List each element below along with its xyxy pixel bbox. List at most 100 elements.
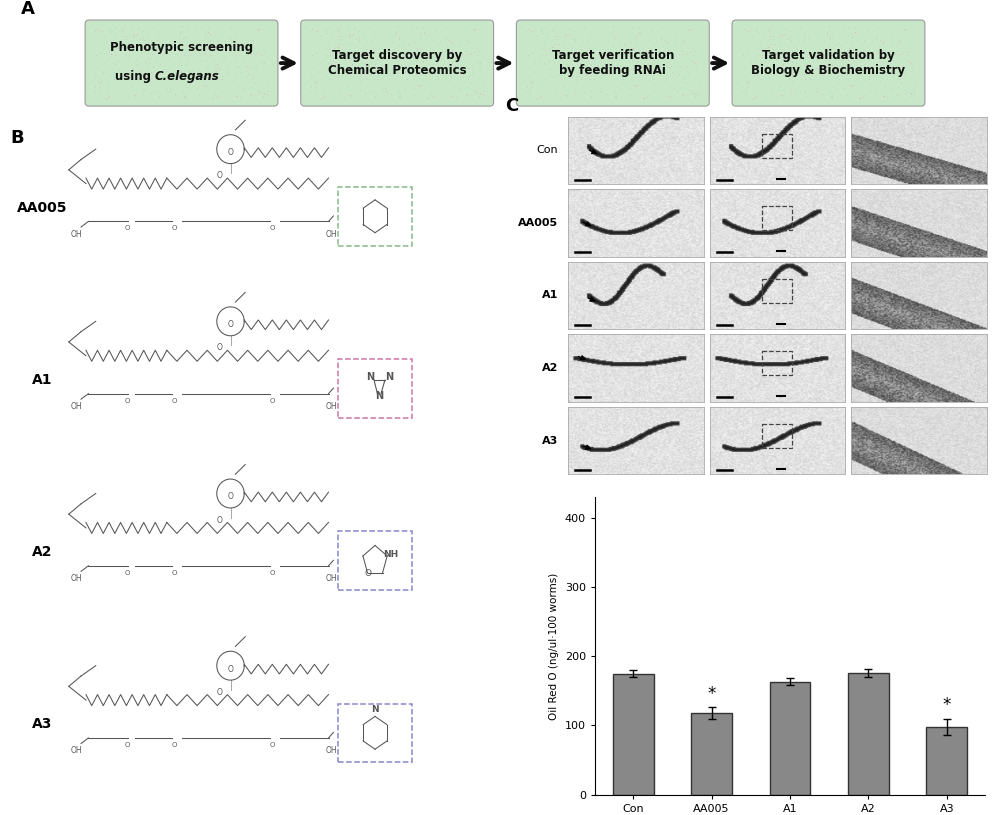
Point — [223, 21, 239, 34]
Point — [886, 60, 902, 73]
Point — [429, 51, 445, 64]
Point — [242, 38, 258, 51]
Point — [393, 59, 409, 72]
Point — [137, 55, 153, 68]
Point — [432, 34, 448, 47]
Point — [556, 30, 572, 43]
Point — [323, 57, 339, 70]
Point — [331, 38, 347, 51]
Point — [522, 86, 538, 99]
Point — [255, 55, 271, 68]
Point — [824, 87, 840, 100]
Point — [612, 65, 628, 78]
Point — [522, 82, 538, 95]
Point — [749, 23, 765, 36]
Point — [682, 24, 698, 37]
Point — [667, 37, 683, 50]
Point — [582, 44, 598, 57]
Point — [355, 31, 371, 44]
Point — [101, 90, 117, 103]
Point — [174, 38, 190, 51]
Point — [394, 80, 410, 93]
Point — [752, 38, 768, 51]
Point — [893, 48, 909, 61]
Point — [166, 24, 182, 37]
Point — [528, 92, 544, 105]
Point — [340, 37, 356, 51]
Point — [574, 51, 590, 64]
Point — [780, 46, 796, 59]
Point — [140, 40, 156, 53]
Point — [629, 80, 645, 93]
Point — [438, 31, 454, 44]
Point — [659, 36, 675, 49]
Point — [674, 81, 690, 94]
Bar — [613, 673, 654, 795]
Point — [457, 22, 473, 35]
Point — [760, 22, 776, 35]
Point — [415, 55, 431, 68]
Point — [114, 40, 130, 53]
Point — [390, 20, 406, 33]
Point — [446, 80, 462, 93]
Point — [173, 59, 189, 72]
Point — [397, 66, 413, 79]
Point — [422, 59, 438, 72]
Point — [93, 77, 109, 90]
Point — [393, 31, 409, 44]
Point — [533, 90, 549, 104]
Point — [868, 86, 884, 99]
Text: NH: NH — [383, 549, 398, 558]
Point — [849, 33, 865, 46]
Point — [131, 64, 147, 77]
Point — [652, 45, 668, 58]
Text: B: B — [10, 129, 24, 147]
Point — [838, 88, 854, 101]
Point — [454, 64, 470, 77]
Point — [184, 64, 200, 77]
Point — [249, 67, 265, 80]
Point — [431, 50, 447, 63]
Point — [637, 59, 653, 72]
Point — [100, 54, 116, 67]
Point — [821, 38, 837, 51]
Point — [612, 38, 628, 51]
Point — [548, 21, 564, 34]
Point — [847, 21, 863, 34]
Point — [250, 23, 266, 36]
Point — [454, 60, 470, 73]
Point — [822, 84, 838, 97]
Point — [801, 53, 817, 66]
Bar — [770, 682, 810, 795]
Point — [363, 67, 379, 80]
Point — [559, 89, 575, 102]
Point — [186, 65, 202, 78]
Point — [388, 59, 404, 72]
Point — [443, 36, 459, 49]
Text: N: N — [385, 372, 393, 382]
Point — [691, 77, 707, 90]
Point — [882, 82, 898, 95]
Point — [139, 63, 155, 76]
Bar — [338, 703, 412, 762]
Point — [466, 83, 482, 96]
Point — [347, 64, 363, 77]
Point — [757, 41, 773, 54]
Point — [892, 37, 908, 50]
Point — [110, 41, 126, 54]
Point — [406, 88, 422, 101]
Point — [248, 59, 264, 73]
Point — [352, 69, 368, 82]
Point — [409, 53, 425, 66]
Point — [624, 67, 640, 80]
Point — [889, 38, 905, 51]
Point — [610, 24, 626, 37]
Point — [322, 73, 338, 86]
Point — [461, 61, 477, 74]
Point — [592, 53, 608, 66]
Point — [426, 90, 442, 103]
FancyBboxPatch shape — [732, 20, 925, 106]
Point — [379, 86, 395, 99]
Point — [305, 61, 321, 74]
Point — [642, 90, 658, 103]
